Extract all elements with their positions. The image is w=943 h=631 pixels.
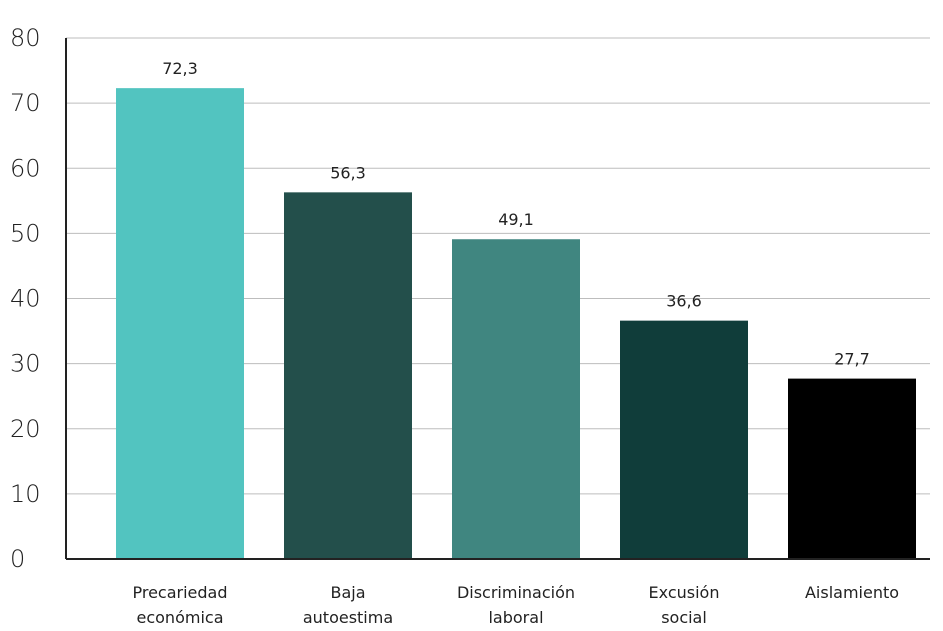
y-tick-label: 40 bbox=[10, 285, 41, 313]
y-tick-label: 50 bbox=[10, 219, 41, 247]
data-label: 49,1 bbox=[498, 210, 534, 229]
x-tick-label: Discriminación laboral bbox=[457, 583, 575, 627]
data-labels: 72,3 56,3 49,1 36,6 27,7 bbox=[162, 59, 870, 368]
bar bbox=[284, 192, 412, 559]
bar bbox=[116, 88, 244, 560]
y-tick-label: 30 bbox=[10, 350, 41, 378]
bars bbox=[116, 88, 916, 560]
y-tick-label: 10 bbox=[10, 480, 41, 508]
x-axis-tick-labels: Precariedad económica Baja autoestima Discri… bbox=[132, 583, 899, 627]
x-tick-label: Precariedad económica bbox=[132, 583, 227, 627]
y-tick-label: 20 bbox=[10, 415, 41, 443]
y-tick-label: 80 bbox=[10, 24, 41, 52]
x-tick-label: Baja autoestima bbox=[303, 583, 393, 627]
data-label: 36,6 bbox=[666, 292, 702, 311]
y-axis-tick-labels: 0 10 20 30 40 50 60 70 80 bbox=[10, 24, 41, 573]
data-label: 27,7 bbox=[834, 350, 870, 369]
bar bbox=[620, 320, 748, 559]
data-label: 56,3 bbox=[330, 163, 366, 182]
x-tick-label: Aislamiento bbox=[805, 583, 899, 602]
x-tick-label: Excusión social bbox=[649, 583, 720, 627]
y-tick-label: 70 bbox=[10, 89, 41, 117]
bar bbox=[452, 239, 580, 559]
data-label: 72,3 bbox=[162, 59, 198, 78]
bar bbox=[788, 378, 916, 559]
y-tick-label: 0 bbox=[10, 545, 25, 573]
y-tick-label: 60 bbox=[10, 154, 41, 182]
